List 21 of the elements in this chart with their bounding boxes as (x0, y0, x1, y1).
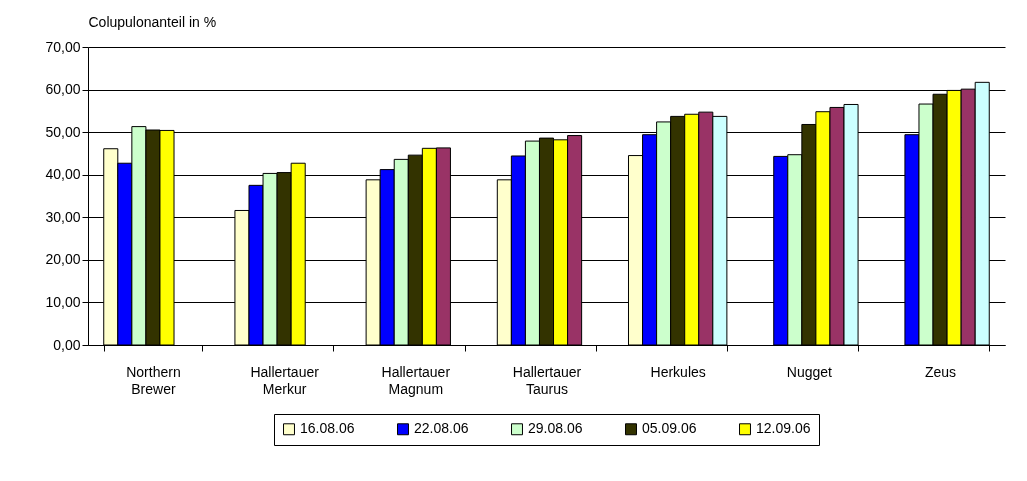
y-tick-label: 40,00 (45, 166, 81, 183)
legend-label: 05.09.06 (642, 420, 697, 437)
x-tick-label: Herkules (650, 363, 706, 380)
y-tick-label: 30,00 (45, 208, 81, 225)
x-tick-label: Hallertauer Magnum (381, 363, 451, 397)
x-tick-label: Hallertauer Merkur (250, 363, 320, 397)
legend-label: 22.08.06 (414, 420, 469, 437)
x-tick-label: Hallertauer Taurus (512, 363, 582, 397)
x-tick-label: Nugget (786, 363, 833, 380)
y-tick-label: 0,00 (53, 336, 81, 353)
y-tick-label: 20,00 (45, 251, 81, 268)
y-tick-label: 10,00 (45, 293, 81, 310)
y-tick-label: 50,00 (45, 123, 81, 140)
y-axis-title: Colupulonanteil in % (88, 13, 217, 30)
y-tick-label: 60,00 (45, 81, 81, 98)
y-tick-label: 70,00 (45, 38, 81, 55)
legend-label: 16.08.06 (300, 420, 355, 437)
legend-label: 12.09.06 (756, 420, 811, 437)
legend-label: 29.08.06 (528, 420, 583, 437)
x-tick-label: Northern Brewer (126, 363, 181, 397)
x-tick-label: Zeus (925, 363, 957, 380)
